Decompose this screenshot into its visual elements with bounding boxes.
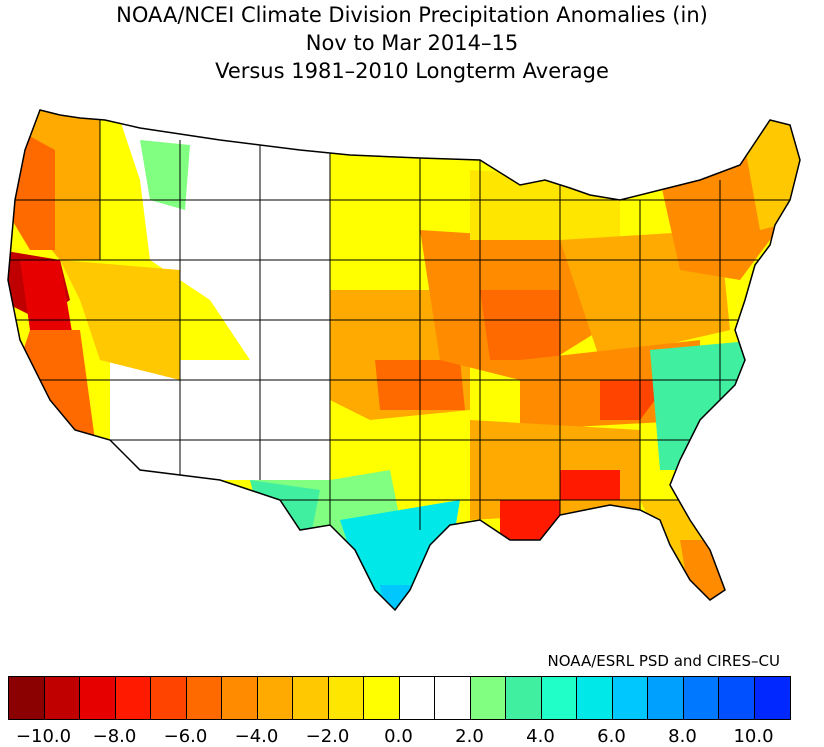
legend-swatch	[293, 677, 329, 719]
legend-swatch	[435, 677, 471, 719]
legend-swatch	[577, 677, 613, 719]
legend-tick-label: 2.0	[455, 726, 484, 747]
climate-division-fills	[8, 110, 800, 610]
legend-tick-label: 10.0	[733, 726, 774, 747]
legend-tick-label: −6.0	[163, 726, 208, 747]
region-new-england	[740, 120, 800, 230]
legend-tick-label: −10.0	[15, 726, 72, 747]
legend-swatch	[470, 677, 506, 719]
legend-tick-label: −2.0	[305, 726, 350, 747]
credit-text: NOAA/ESRL PSD and CIRES–CU	[547, 652, 780, 670]
region-midwest-core	[480, 290, 560, 360]
precipitation-map	[7, 109, 801, 611]
legend-swatch	[399, 677, 435, 719]
legend-swatch	[612, 677, 648, 719]
legend-swatch	[719, 677, 755, 719]
legend-swatch	[9, 677, 45, 719]
legend-swatch	[222, 677, 258, 719]
legend-swatch	[506, 677, 542, 719]
region-idaho-panhandle	[140, 140, 190, 210]
legend-swatch	[257, 677, 293, 719]
region-gulf-coast-louisiana	[500, 500, 560, 545]
legend-swatch	[648, 677, 684, 719]
legend-tick-label: 6.0	[597, 726, 626, 747]
legend-tick-label: −8.0	[92, 726, 137, 747]
legend-swatch	[683, 677, 719, 719]
legend-swatch	[115, 677, 151, 719]
legend-tick-label: 4.0	[526, 726, 555, 747]
color-legend	[8, 676, 791, 720]
region-southeast-atlantic	[650, 340, 760, 470]
legend-swatch	[186, 677, 222, 719]
region-southern-alabama	[560, 470, 620, 500]
legend-swatch	[151, 677, 187, 719]
legend-swatch	[364, 677, 400, 719]
map-period: Nov to Mar 2014–15	[305, 31, 519, 55]
legend-swatch	[44, 677, 80, 719]
division-boundaries	[8, 110, 800, 530]
legend-tick-label: −4.0	[234, 726, 279, 747]
legend-swatch	[80, 677, 116, 719]
region-central-california	[20, 330, 95, 440]
legend-tick-label: 0.0	[384, 726, 413, 747]
legend-swatch	[754, 677, 790, 719]
map-baseline: Versus 1981–2010 Longterm Average	[215, 59, 609, 83]
map-title: NOAA/NCEI Climate Division Precipitation…	[116, 3, 708, 27]
region-texas-trans-pecos	[250, 480, 320, 540]
legend-swatch	[328, 677, 364, 719]
legend-tick-label: 8.0	[668, 726, 697, 747]
region-southwest	[110, 360, 330, 480]
region-tennessee-valley	[600, 380, 670, 420]
legend-swatch	[541, 677, 577, 719]
